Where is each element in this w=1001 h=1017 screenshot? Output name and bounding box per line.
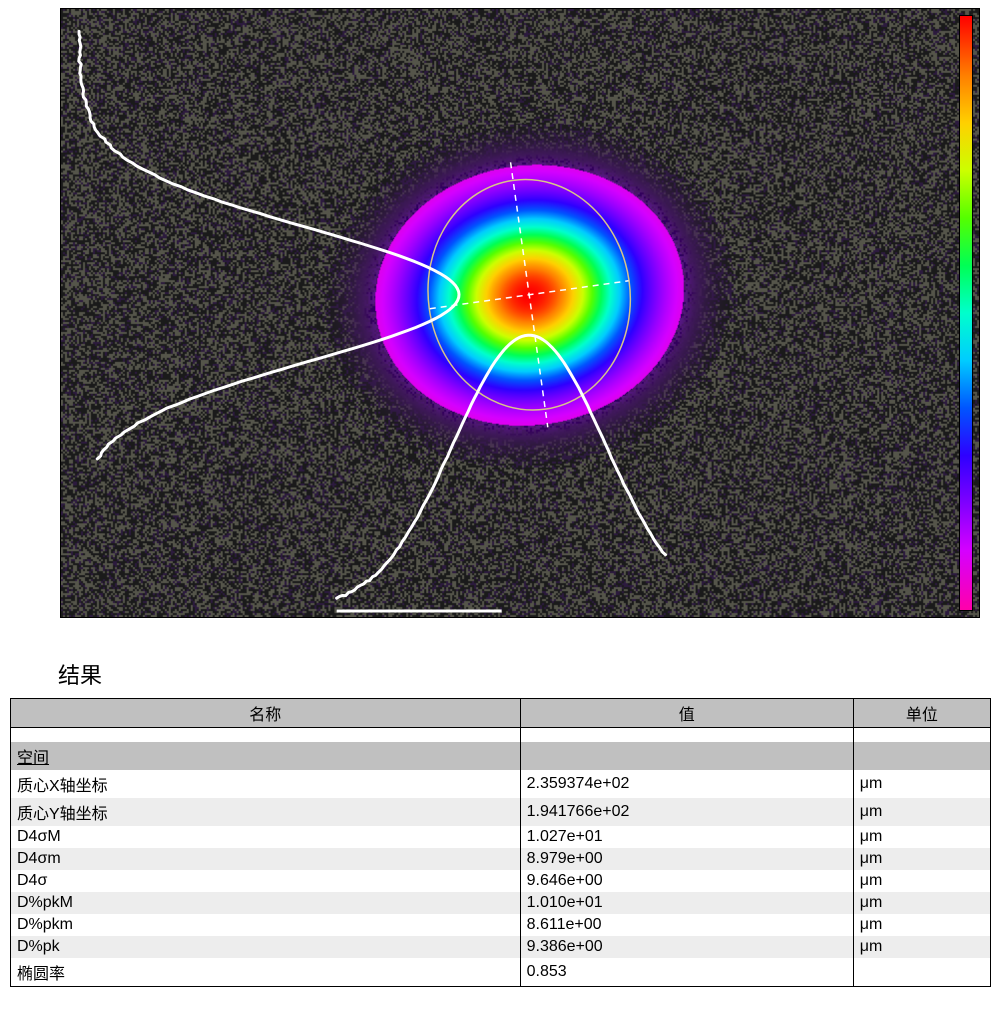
cell-value: 1.941766e+02 — [520, 798, 853, 826]
cell-value: 0.853 — [520, 958, 853, 987]
horizontal-profile-curve — [79, 31, 459, 459]
cell-unit — [853, 958, 990, 987]
beam-overlay — [61, 9, 979, 617]
table-section-row: 空间 — [11, 742, 991, 770]
results-table: 名称 值 单位 空间质心X轴坐标2.359374e+02μm质心Y轴坐标1.94… — [10, 698, 991, 987]
cell-name: D4σm — [11, 848, 521, 870]
vertical-profile-curve — [337, 335, 666, 598]
cell-name: D%pk — [11, 936, 521, 958]
cell-unit: μm — [853, 936, 990, 958]
cell-value: 1.027e+01 — [520, 826, 853, 848]
cell-unit: μm — [853, 892, 990, 914]
cell-name: 质心Y轴坐标 — [11, 798, 521, 826]
column-header-unit: 单位 — [853, 699, 990, 728]
table-row: D%pkm8.611e+00μm — [11, 914, 991, 936]
cell-unit: μm — [853, 914, 990, 936]
cell-value: 9.386e+00 — [520, 936, 853, 958]
cell-unit: μm — [853, 848, 990, 870]
table-row: D%pkM1.010e+01μm — [11, 892, 991, 914]
crosshair-minor — [511, 162, 548, 427]
table-row: 椭圆率0.853 — [11, 958, 991, 987]
column-header-name: 名称 — [11, 699, 521, 728]
results-header-row: 名称 值 单位 — [11, 699, 991, 728]
cell-name: D4σM — [11, 826, 521, 848]
table-row: 质心Y轴坐标1.941766e+02μm — [11, 798, 991, 826]
cell-value: 8.979e+00 — [520, 848, 853, 870]
cell-name: D4σ — [11, 870, 521, 892]
results-title: 结果 — [58, 658, 991, 690]
cell-name: 质心X轴坐标 — [11, 770, 521, 798]
cell-name: 椭圆率 — [11, 958, 521, 987]
cell-value: 1.010e+01 — [520, 892, 853, 914]
cell-unit: μm — [853, 826, 990, 848]
cell-unit: μm — [853, 798, 990, 826]
table-row: D4σ9.646e+00μm — [11, 870, 991, 892]
table-section-label: 空间 — [11, 742, 521, 770]
table-row: D4σM1.027e+01μm — [11, 826, 991, 848]
cell-value: 2.359374e+02 — [520, 770, 853, 798]
column-header-value: 值 — [520, 699, 853, 728]
cell-name: D%pkm — [11, 914, 521, 936]
cell-unit: μm — [853, 870, 990, 892]
cell-name: D%pkM — [11, 892, 521, 914]
table-spacer-row — [11, 728, 991, 742]
intensity-colorbar — [959, 15, 973, 611]
cell-unit: μm — [853, 770, 990, 798]
beam-profile-image — [60, 8, 980, 618]
table-row: 质心X轴坐标2.359374e+02μm — [11, 770, 991, 798]
results-section: 结果 名称 值 单位 空间质心X轴坐标2.359374e+02μm质心Y轴坐标1… — [10, 658, 991, 987]
cell-value: 9.646e+00 — [520, 870, 853, 892]
cell-value: 8.611e+00 — [520, 914, 853, 936]
table-row: D4σm8.979e+00μm — [11, 848, 991, 870]
table-row: D%pk9.386e+00μm — [11, 936, 991, 958]
